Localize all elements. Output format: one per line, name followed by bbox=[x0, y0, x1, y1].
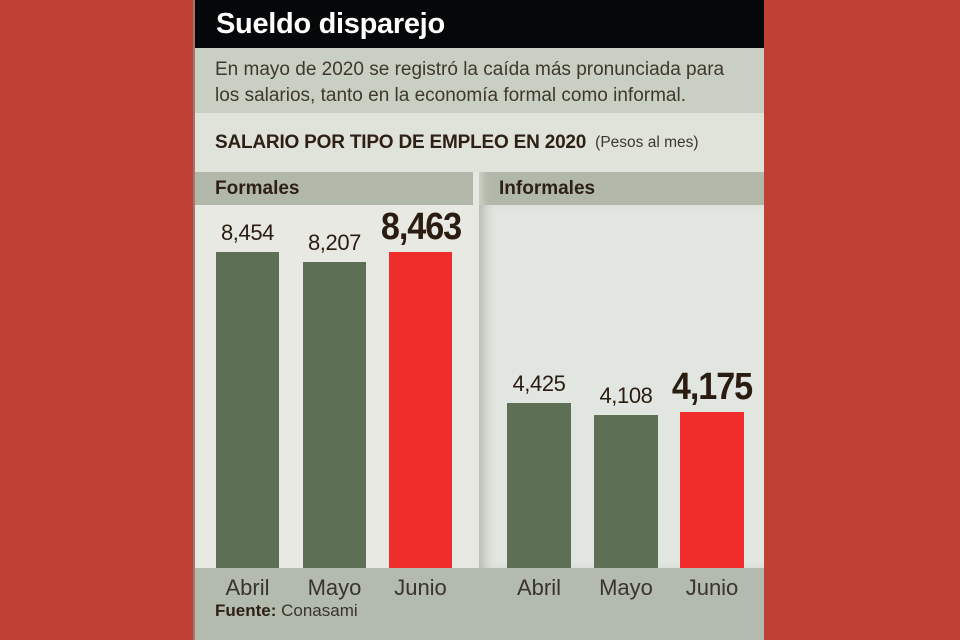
bar-chart-formales: 8,454 8,207 8,463 bbox=[195, 205, 473, 568]
chart-title: SALARIO POR TIPO DE EMPLEO EN 2020 bbox=[215, 131, 587, 153]
page-title: Sueldo disparejo bbox=[216, 7, 445, 40]
bar-formales-junio bbox=[389, 252, 452, 568]
axis-label-formales-mayo: Mayo bbox=[307, 575, 362, 600]
bar-informales-junio bbox=[680, 412, 744, 568]
axis-label-formales-abril: Abril bbox=[225, 575, 270, 600]
bar-value-informales-abril: 4,425 bbox=[512, 371, 566, 396]
source-label: Fuente: bbox=[215, 601, 277, 620]
source-line: Fuente: Conasami bbox=[215, 601, 358, 621]
chart-unit: (Pesos al mes) bbox=[595, 133, 699, 151]
bar-formales-abril bbox=[216, 252, 279, 568]
bar-informales-abril bbox=[507, 403, 571, 568]
bar-value-informales-junio: 4,175 bbox=[671, 366, 753, 408]
bar-value-formales-abril: 8,454 bbox=[220, 220, 275, 245]
axis-labels-informales: Abril Mayo Junio bbox=[479, 568, 764, 640]
group-label-formales: Formales bbox=[195, 172, 473, 205]
bar-value-formales-junio: 8,463 bbox=[380, 206, 461, 248]
infographic-panel: Sueldo disparejo En mayo de 2020 se regi… bbox=[193, 0, 764, 640]
bar-formales-mayo bbox=[303, 262, 366, 568]
bar-value-informales-mayo: 4,108 bbox=[599, 383, 653, 408]
bar-informales-mayo bbox=[594, 415, 658, 568]
header-bar: Sueldo disparejo bbox=[195, 0, 764, 48]
intro-text: En mayo de 2020 se registró la caída más… bbox=[195, 48, 764, 113]
bar-chart-informales: 4,425 4,108 4,175 bbox=[479, 205, 764, 568]
source-name: Conasami bbox=[281, 601, 358, 620]
footer-band: Fuente: Conasami bbox=[195, 568, 764, 640]
axis-labels-formales: Abril Mayo Junio bbox=[195, 568, 473, 640]
axis-label-informales-abril: Abril bbox=[516, 575, 561, 600]
bar-value-formales-mayo: 8,207 bbox=[307, 230, 362, 255]
chart-subtitle-band: SALARIO POR TIPO DE EMPLEO EN 2020 (Peso… bbox=[195, 113, 764, 172]
axis-label-informales-junio: Junio bbox=[685, 575, 739, 600]
chart-group-formales: Formales 8,454 8,207 8,463 Abril Mayo Junio bbox=[195, 172, 473, 640]
chart-group-informales: Informales 4,425 4,108 4,175 Abril Mayo Junio bbox=[479, 172, 764, 640]
group-label-informales: Informales bbox=[479, 172, 764, 205]
axis-label-informales-mayo: Mayo bbox=[599, 575, 653, 600]
axis-label-formales-junio: Junio bbox=[394, 575, 447, 600]
